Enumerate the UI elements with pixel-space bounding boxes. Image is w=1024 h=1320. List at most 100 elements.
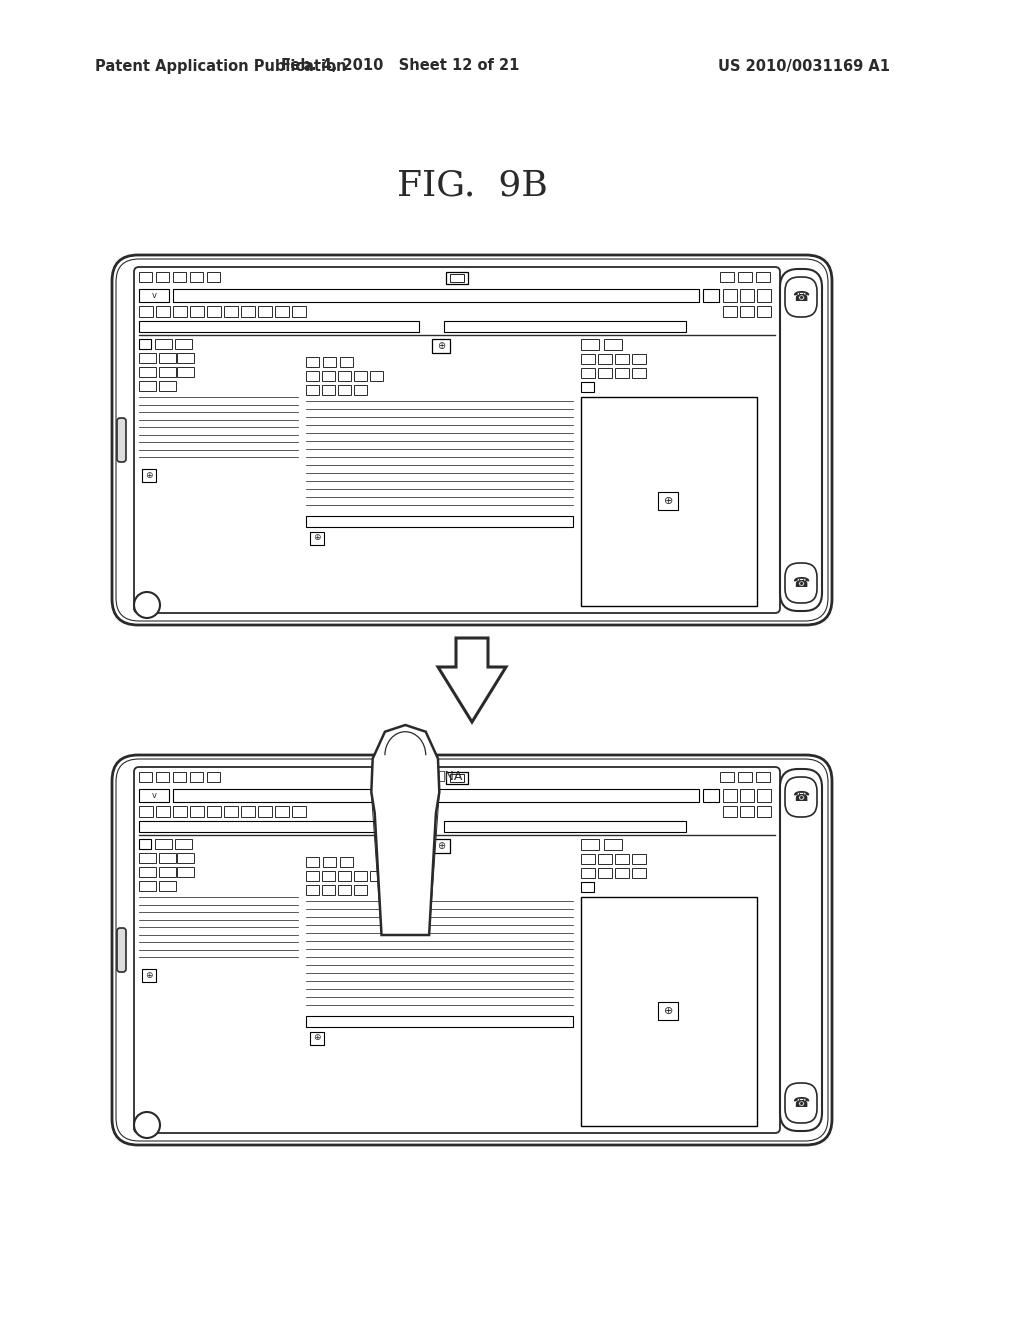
Bar [432,840,451,853]
Text: ☎: ☎ [793,290,810,304]
Bar [173,272,186,282]
Bar [139,289,169,302]
Text: ⊕: ⊕ [145,970,153,979]
Text: ☎: ☎ [793,1096,810,1110]
Bar [785,519,817,537]
Bar [139,789,169,803]
Text: ⊕: ⊕ [145,470,153,479]
Bar [159,352,176,363]
Bar [582,339,599,350]
Bar [785,950,817,972]
Bar [615,854,630,865]
Text: ⊕: ⊕ [664,496,673,506]
Bar [723,789,737,803]
Bar [738,772,752,781]
Bar [450,275,464,282]
Bar [241,807,255,817]
Bar [306,1016,573,1027]
Bar [207,306,221,317]
Bar [446,772,468,784]
Polygon shape [372,725,439,935]
FancyBboxPatch shape [117,928,126,972]
Bar [324,857,336,867]
Bar [633,368,646,378]
Bar [175,840,193,849]
Bar [785,441,817,461]
Bar [615,354,630,364]
FancyBboxPatch shape [780,269,822,611]
Bar [444,821,686,832]
Bar [142,969,156,982]
Bar [615,869,630,878]
Text: ⊕: ⊕ [313,1034,321,1043]
Bar [306,516,573,527]
FancyBboxPatch shape [112,255,831,624]
Bar [785,863,817,919]
Bar [582,354,596,364]
Bar [159,367,176,378]
Bar [450,774,464,781]
Bar [354,385,368,395]
Bar [306,356,319,367]
Bar [703,289,719,302]
Bar [785,479,817,499]
Bar [582,397,757,606]
FancyBboxPatch shape [785,564,817,603]
Bar [139,880,156,891]
Bar [173,306,187,317]
Bar [224,306,238,317]
Bar [139,807,153,817]
Bar [582,840,599,850]
Bar [371,371,383,381]
Bar [338,871,351,880]
Bar [258,807,272,817]
Bar [615,368,630,378]
Bar [306,884,319,895]
Text: ⊕: ⊕ [437,341,445,351]
Bar [306,871,319,880]
Bar [310,532,325,545]
Circle shape [134,591,160,618]
Bar [582,368,596,378]
Bar [633,869,646,878]
Bar [323,884,335,895]
Bar [446,272,468,284]
Bar [323,371,335,381]
Bar [275,306,289,317]
FancyBboxPatch shape [117,418,126,462]
Text: Feb. 4, 2010   Sheet 12 of 21: Feb. 4, 2010 Sheet 12 of 21 [281,58,519,74]
Bar [658,1002,679,1020]
Bar [756,772,770,781]
Bar [139,381,156,391]
Text: v: v [152,290,157,300]
FancyBboxPatch shape [785,1082,817,1123]
FancyBboxPatch shape [134,267,780,612]
Bar [139,321,419,333]
Bar [173,772,186,781]
Text: Patent Application Publication: Patent Application Publication [95,58,346,74]
Bar [175,339,193,348]
Text: ⊕: ⊕ [313,533,321,543]
Polygon shape [438,638,506,722]
Bar [224,807,238,817]
Bar [258,306,272,317]
Bar [139,821,419,832]
Bar [740,789,754,803]
Bar [371,871,383,880]
Bar [159,381,176,391]
FancyBboxPatch shape [785,277,817,317]
Bar [785,867,817,888]
Bar [275,807,289,817]
Bar [633,354,646,364]
Bar [190,772,203,781]
Bar [785,825,817,1077]
Bar [354,871,368,880]
Bar [306,857,319,867]
Bar [155,339,172,348]
Bar [785,825,817,846]
Text: ☎: ☎ [793,576,810,590]
Bar [720,272,734,282]
Text: 🔥NA: 🔥NA [437,771,463,784]
Bar [190,306,204,317]
Bar [723,306,737,317]
